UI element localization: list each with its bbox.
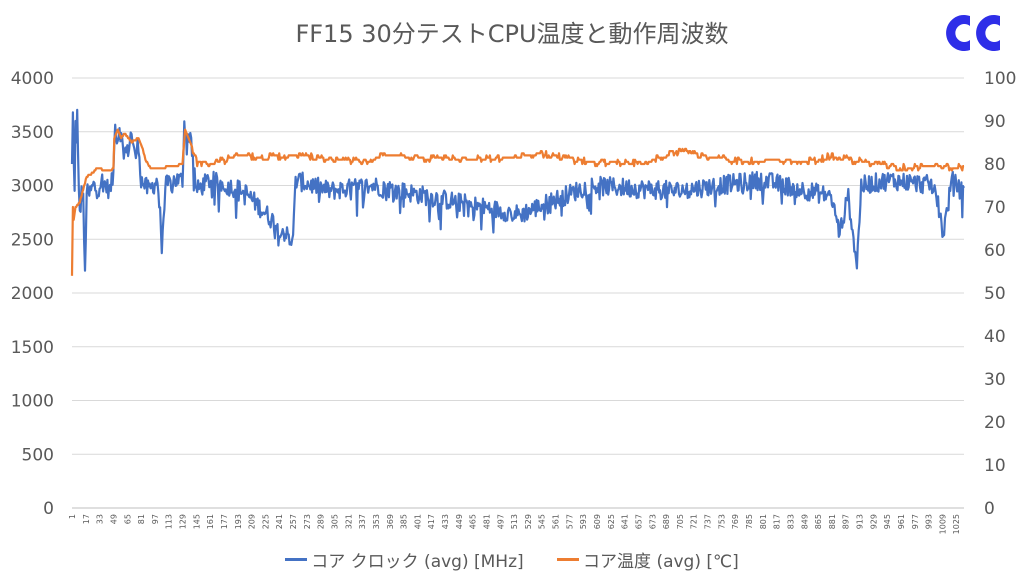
x-tick-label: 289 [317,514,326,529]
x-tick-label: 433 [441,514,450,529]
x-tick-label: 737 [704,514,713,529]
x-tick-label: 497 [496,514,505,529]
x-tick-label: 401 [413,514,422,529]
y-right-tick-label: 0 [984,499,995,519]
x-tick-label: 385 [400,514,409,529]
x-tick-label: 81 [137,514,146,524]
legend-label-temp: コア温度 (avg) [℃] [583,552,739,572]
x-tick-label: 65 [123,514,132,524]
y-left-tick-label: 0 [43,499,54,519]
x-tick-label: 961 [897,514,906,529]
y-right-tick-label: 20 [984,413,1006,433]
y-right-tick-label: 90 [984,112,1006,132]
x-tick-label: 321 [344,514,353,529]
y-left-tick-label: 3500 [11,123,54,143]
x-tick-label: 273 [303,514,312,529]
x-tick-label: 241 [275,514,284,529]
x-tick-label: 945 [883,514,892,529]
x-tick-label: 177 [220,514,229,529]
x-tick-label: 161 [206,514,215,529]
x-tick-label: 353 [372,514,381,529]
x-tick-label: 721 [690,514,699,529]
x-tick-label: 449 [455,514,464,529]
x-tick-label: 657 [634,514,643,529]
x-tick-label: 753 [717,514,726,529]
x-tick-label: 145 [192,514,201,529]
x-tick-label: 545 [538,514,547,529]
chart-title: FF15 30分テストCPU温度と動作周波数 [295,20,729,48]
legend-item-temp[interactable]: コア温度 (avg) [℃] [557,547,739,572]
x-tick-label: 33 [96,514,105,524]
x-tick-label: 369 [386,514,395,529]
x-tick-label: 49 [109,514,118,524]
series-line-temp [70,128,965,276]
x-tick-label: 929 [869,514,878,529]
legend-swatch-clock [285,558,308,561]
y-left-tick-label: 2000 [11,284,54,304]
y-right-tick-label: 40 [984,327,1006,347]
x-tick-label: 849 [800,514,809,529]
x-tick-label: 465 [469,514,478,529]
x-tick-label: 113 [165,514,174,529]
y-left-tick-label: 1500 [11,338,54,358]
x-tick-label: 769 [731,514,740,529]
x-tick-label: 689 [662,514,671,529]
x-tick-label: 561 [552,514,561,529]
x-tick-label: 817 [773,514,782,529]
legend-item-clock[interactable]: コア クロック (avg) [MHz] [285,547,524,572]
x-tick-label: 305 [331,514,340,529]
y-left-tick-label: 2500 [11,230,54,250]
y-right-tick-label: 70 [984,198,1006,218]
x-tick-label: 881 [828,514,837,529]
x-tick-label: 225 [261,514,270,529]
x-tick-label: 193 [234,514,243,529]
x-tick-label: 641 [621,514,630,529]
y-right-tick-label: 100 [984,69,1016,89]
x-tick-label: 593 [579,514,588,529]
x-tick-label: 417 [427,514,436,529]
x-tick-label: 1009 [938,514,947,534]
y-right-tick-label: 80 [984,155,1006,175]
x-tick-label: 833 [786,514,795,529]
x-tick-label: 673 [648,514,657,529]
y-left-tick-label: 1000 [11,392,54,412]
x-tick-label: 865 [814,514,823,529]
cc-logo-icon [946,15,1000,52]
x-tick-label: 481 [482,514,491,529]
x-tick-label: 1 [68,514,77,519]
x-tick-label: 913 [856,514,865,529]
y-left-tick-label: 3000 [11,177,54,197]
x-tick-label: 625 [607,514,616,529]
x-tick-label: 17 [82,514,91,524]
x-tick-label: 529 [524,514,533,529]
x-tick-label: 337 [358,514,367,529]
x-tick-label: 609 [593,514,602,529]
y-left-tick-label: 4000 [11,69,54,89]
y-right-tick-label: 30 [984,370,1006,390]
x-tick-label: 1025 [952,514,961,534]
y-right-tick-label: 60 [984,241,1006,261]
x-tick-label: 801 [759,514,768,529]
x-tick-label: 513 [510,514,519,529]
x-tick-label: 785 [745,514,754,529]
x-tick-label: 577 [565,514,574,529]
y-right-tick-label: 50 [984,284,1006,304]
series-line-clock [70,108,965,272]
y-right-tick-label: 10 [984,456,1006,476]
x-tick-label: 257 [289,514,298,529]
x-tick-label: 209 [248,514,257,529]
x-tick-label: 97 [151,514,160,524]
x-tick-label: 897 [842,514,851,529]
legend-label-clock: コア クロック (avg) [MHz] [311,552,524,572]
x-tick-label: 129 [179,514,188,529]
legend: コア クロック (avg) [MHz] コア温度 (avg) [℃] [0,546,1024,572]
y-left-tick-label: 500 [22,445,54,465]
x-tick-label: 993 [925,514,934,529]
legend-swatch-temp [557,558,580,561]
x-tick-label: 977 [911,514,920,529]
x-tick-label: 705 [676,514,685,529]
